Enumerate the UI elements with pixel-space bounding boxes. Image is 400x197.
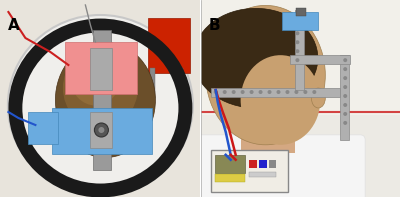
Ellipse shape [206,5,325,145]
Circle shape [241,90,245,94]
Bar [258,160,266,168]
Circle shape [312,90,316,94]
Bar [28,112,58,144]
Circle shape [343,94,347,98]
Bar [52,108,152,154]
Bar [340,55,349,140]
Bar [178,68,183,98]
Bar [296,8,306,16]
Circle shape [258,90,262,94]
Circle shape [276,90,280,94]
Circle shape [232,90,236,94]
Bar [290,55,350,64]
Ellipse shape [63,48,138,128]
Polygon shape [201,0,400,197]
Bar [215,174,245,182]
Circle shape [250,90,254,94]
Ellipse shape [193,8,318,108]
Circle shape [94,123,108,137]
Bar [148,18,190,73]
Circle shape [343,103,347,107]
Bar [66,42,138,94]
Bar [282,12,318,30]
Ellipse shape [8,15,193,195]
Circle shape [343,85,347,89]
Ellipse shape [70,50,120,106]
Circle shape [296,22,300,26]
Bar [211,150,288,192]
Circle shape [343,121,347,125]
Circle shape [343,76,347,80]
Circle shape [296,31,300,35]
Circle shape [343,58,347,62]
Text: A: A [8,18,20,33]
Bar [211,88,340,97]
Ellipse shape [311,88,325,108]
Bar [90,112,112,148]
Circle shape [296,40,300,44]
Bar [241,118,296,153]
Circle shape [296,49,300,53]
Bar [215,155,245,173]
Circle shape [223,90,227,94]
Circle shape [343,112,347,116]
Bar [94,30,111,170]
Circle shape [296,13,300,17]
Circle shape [268,90,272,94]
FancyBboxPatch shape [196,135,365,197]
Text: B: B [209,18,220,33]
Ellipse shape [55,43,155,157]
Polygon shape [0,0,200,197]
Circle shape [343,67,347,71]
Bar [268,160,276,168]
Bar [150,68,155,98]
Circle shape [303,90,307,94]
Bar [249,160,256,168]
Bar [296,10,304,90]
Circle shape [296,58,300,62]
Ellipse shape [241,55,320,145]
Bar [249,172,276,177]
Circle shape [294,90,298,94]
Circle shape [286,90,290,94]
Circle shape [214,90,218,94]
Bar [201,0,400,115]
Circle shape [98,127,104,133]
Bar [90,48,112,90]
